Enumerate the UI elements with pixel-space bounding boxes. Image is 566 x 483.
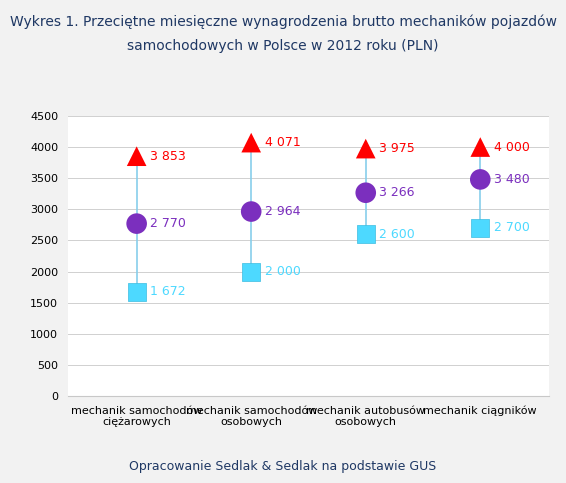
Text: 3 480: 3 480 [494,173,530,186]
Point [132,152,141,160]
Point [361,145,370,153]
Text: 4 071: 4 071 [265,136,301,149]
Point [132,220,141,227]
Text: Wykres 1. Przeciętne miesięczne wynagrodzenia brutto mechaników pojazdów: Wykres 1. Przeciętne miesięczne wynagrod… [10,14,556,29]
Text: 2 700: 2 700 [494,222,530,234]
Point [476,175,485,183]
Text: 1 672: 1 672 [151,285,186,298]
Text: 4 000: 4 000 [494,141,530,154]
Point [247,268,256,275]
Point [247,208,256,215]
Text: 3 266: 3 266 [379,186,415,199]
Text: samochodowych w Polsce w 2012 roku (PLN): samochodowych w Polsce w 2012 roku (PLN) [127,39,439,53]
Text: Opracowanie Sedlak & Sedlak na podstawie GUS: Opracowanie Sedlak & Sedlak na podstawie… [130,460,436,473]
Point [476,224,485,232]
Point [132,288,141,296]
Text: 3 975: 3 975 [379,142,415,155]
Text: 2 964: 2 964 [265,205,301,218]
Point [361,189,370,197]
Point [361,230,370,238]
Text: 3 853: 3 853 [151,150,186,163]
Point [247,139,256,146]
Text: 2 000: 2 000 [265,265,301,278]
Text: 2 600: 2 600 [379,227,415,241]
Text: 2 770: 2 770 [151,217,186,230]
Point [476,143,485,151]
